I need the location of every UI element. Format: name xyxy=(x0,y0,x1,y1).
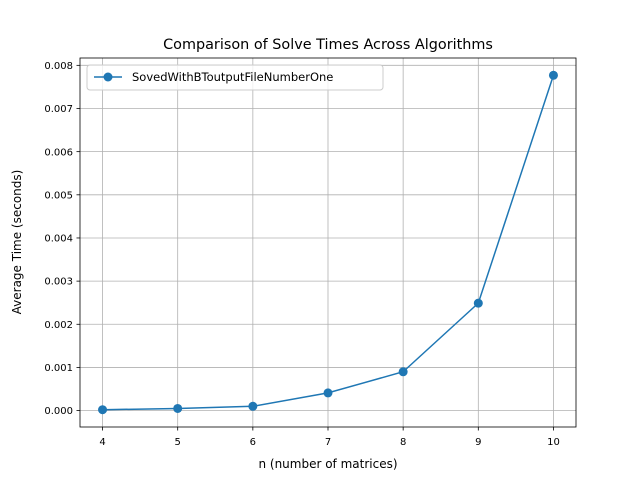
x-tick-label: 9 xyxy=(475,437,481,448)
y-tick-label: 0.005 xyxy=(44,190,73,201)
y-tick-label: 0.007 xyxy=(44,104,73,115)
legend: SovedWithBToutputFileNumberOne xyxy=(86,64,384,91)
x-axis: 4 5 6 7 8 9 10 xyxy=(99,427,560,448)
series-layer xyxy=(98,70,558,415)
y-tick-label: 0.000 xyxy=(44,406,73,417)
data-point xyxy=(323,388,333,398)
y-axis-label: Average Time (seconds) xyxy=(10,170,24,315)
y-tick-label: 0.004 xyxy=(44,234,73,245)
data-point xyxy=(473,298,483,308)
legend-box xyxy=(86,64,384,91)
legend-label: SovedWithBToutputFileNumberOne xyxy=(132,70,333,84)
x-axis-label: n (number of matrices) xyxy=(258,457,397,471)
grid xyxy=(80,58,576,427)
y-tick-label: 0.003 xyxy=(44,277,73,288)
x-tick-label: 7 xyxy=(325,437,331,448)
legend-marker-swatch xyxy=(103,72,113,82)
y-tick-label: 0.001 xyxy=(44,363,73,374)
chart-title: Comparison of Solve Times Across Algorit… xyxy=(163,37,493,53)
data-point xyxy=(248,401,258,411)
y-axis: 0.000 0.001 0.002 0.003 0.004 0.005 0.006 0.007… xyxy=(44,61,80,417)
data-point xyxy=(98,405,108,415)
data-point xyxy=(548,70,558,80)
y-tick-label: 0.006 xyxy=(44,147,73,158)
data-point xyxy=(398,367,408,377)
x-tick-label: 5 xyxy=(175,437,181,448)
x-tick-label: 4 xyxy=(99,437,105,448)
y-tick-label: 0.008 xyxy=(44,61,73,72)
x-tick-label: 10 xyxy=(547,437,560,448)
x-tick-label: 8 xyxy=(400,437,406,448)
data-point xyxy=(173,403,183,413)
y-tick-label: 0.002 xyxy=(44,320,73,331)
x-tick-label: 6 xyxy=(250,437,256,448)
